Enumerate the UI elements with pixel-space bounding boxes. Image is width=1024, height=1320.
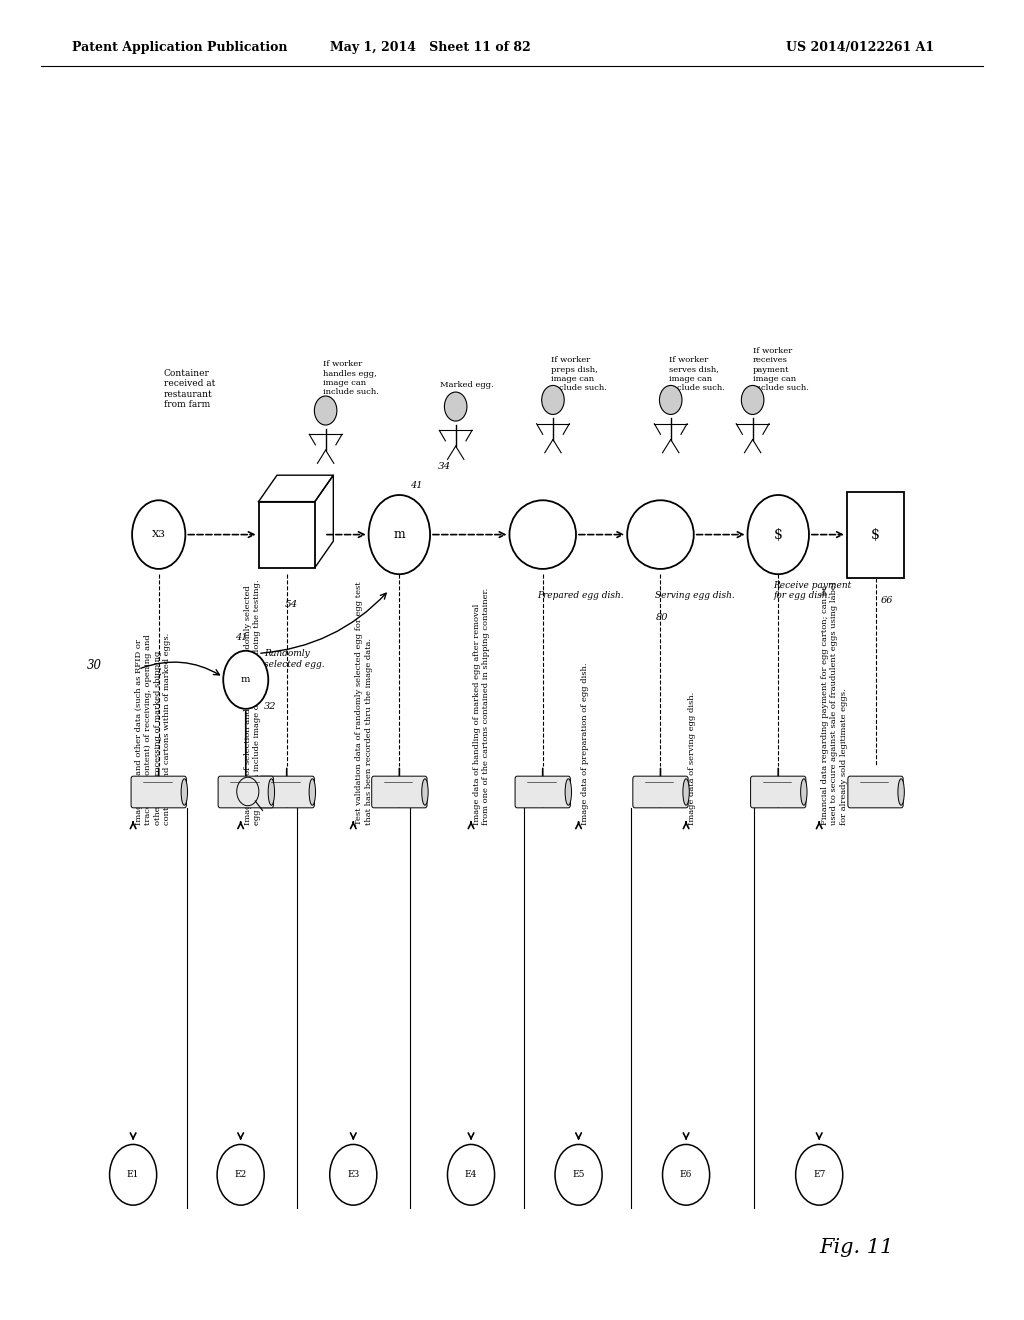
Text: Receive payment
for egg dish.: Receive payment for egg dish.: [773, 581, 851, 601]
Circle shape: [369, 495, 430, 574]
Text: E7: E7: [813, 1171, 825, 1179]
Ellipse shape: [627, 500, 694, 569]
Text: E4: E4: [465, 1171, 477, 1179]
Text: Marked egg.: Marked egg.: [440, 381, 494, 389]
Text: 41: 41: [236, 634, 248, 643]
Ellipse shape: [898, 779, 904, 805]
FancyBboxPatch shape: [258, 502, 315, 568]
Ellipse shape: [510, 500, 575, 569]
FancyBboxPatch shape: [848, 492, 904, 578]
Text: Fig. 11: Fig. 11: [819, 1238, 894, 1257]
Text: May 1, 2014   Sheet 11 of 82: May 1, 2014 Sheet 11 of 82: [330, 41, 530, 54]
Text: Randomly
selected egg.: Randomly selected egg.: [264, 649, 325, 669]
FancyBboxPatch shape: [372, 776, 427, 808]
Text: Container
received at
restaurant
from farm: Container received at restaurant from fa…: [164, 370, 215, 409]
Circle shape: [796, 1144, 843, 1205]
Circle shape: [659, 385, 682, 414]
Circle shape: [223, 651, 268, 709]
FancyBboxPatch shape: [848, 776, 903, 808]
Ellipse shape: [422, 779, 428, 805]
Text: If worker
handles egg,
image can
include such.: If worker handles egg, image can include…: [323, 360, 379, 396]
Text: Patent Application Publication: Patent Application Publication: [72, 41, 287, 54]
Text: Test validation data of randomly selected egg for egg test
that has been recorde: Test validation data of randomly selecte…: [355, 581, 373, 825]
Circle shape: [741, 385, 764, 414]
Circle shape: [555, 1144, 602, 1205]
Text: E1: E1: [127, 1171, 139, 1179]
Ellipse shape: [268, 779, 274, 805]
Ellipse shape: [801, 779, 807, 805]
FancyBboxPatch shape: [218, 776, 273, 808]
Text: If worker
receives
payment
image can
include such.: If worker receives payment image can inc…: [753, 347, 809, 392]
Text: 32: 32: [264, 702, 276, 711]
FancyBboxPatch shape: [131, 776, 186, 808]
Text: Financial data regarding payment for egg carton; can be
used to secure against s: Financial data regarding payment for egg…: [821, 582, 848, 825]
Ellipse shape: [565, 779, 571, 805]
Circle shape: [542, 385, 564, 414]
Circle shape: [314, 396, 337, 425]
Circle shape: [663, 1144, 710, 1205]
Text: $: $: [871, 528, 880, 541]
Text: Prepared egg dish.: Prepared egg dish.: [538, 591, 625, 601]
Text: 80: 80: [655, 614, 668, 623]
Text: Image data of serving egg dish.: Image data of serving egg dish.: [688, 692, 696, 825]
Text: US 2014/0122261 A1: US 2014/0122261 A1: [786, 41, 934, 54]
Text: 34: 34: [438, 462, 452, 471]
Text: E3: E3: [347, 1171, 359, 1179]
Text: Image data of selection and testing of randomly selected
egg e.g. can include im: Image data of selection and testing of r…: [244, 579, 261, 825]
Ellipse shape: [181, 779, 187, 805]
Circle shape: [447, 1144, 495, 1205]
Circle shape: [748, 495, 809, 574]
Circle shape: [330, 1144, 377, 1205]
Text: If worker
serves dish,
image can
include such.: If worker serves dish, image can include…: [669, 356, 725, 392]
Text: E5: E5: [572, 1171, 585, 1179]
Text: Image data of handling of marked egg after removal
from one of the cartons conta: Image data of handling of marked egg aft…: [473, 587, 490, 825]
Text: 66: 66: [881, 597, 893, 606]
Ellipse shape: [683, 779, 689, 805]
Ellipse shape: [309, 779, 315, 805]
Circle shape: [217, 1144, 264, 1205]
FancyBboxPatch shape: [633, 776, 688, 808]
Text: If worker
preps dish,
image can
include such.: If worker preps dish, image can include …: [551, 356, 607, 392]
Text: m: m: [241, 676, 251, 684]
Text: E2: E2: [234, 1171, 247, 1179]
FancyBboxPatch shape: [259, 776, 314, 808]
Text: 41: 41: [410, 482, 422, 491]
Text: $: $: [774, 528, 782, 541]
Text: Serving egg dish.: Serving egg dish.: [655, 591, 735, 601]
Text: X3: X3: [152, 531, 166, 539]
FancyBboxPatch shape: [751, 776, 806, 808]
Text: m: m: [393, 528, 406, 541]
Text: Image data of preparation of egg dish.: Image data of preparation of egg dish.: [581, 663, 589, 825]
Text: Image data and other data (such as RFID or
tracer gas content) of receiving, ope: Image data and other data (such as RFID …: [135, 632, 171, 825]
Circle shape: [110, 1144, 157, 1205]
Circle shape: [132, 500, 185, 569]
Text: 30: 30: [87, 659, 102, 672]
FancyBboxPatch shape: [515, 776, 570, 808]
Text: E6: E6: [680, 1171, 692, 1179]
Text: 54: 54: [285, 601, 298, 610]
Circle shape: [444, 392, 467, 421]
